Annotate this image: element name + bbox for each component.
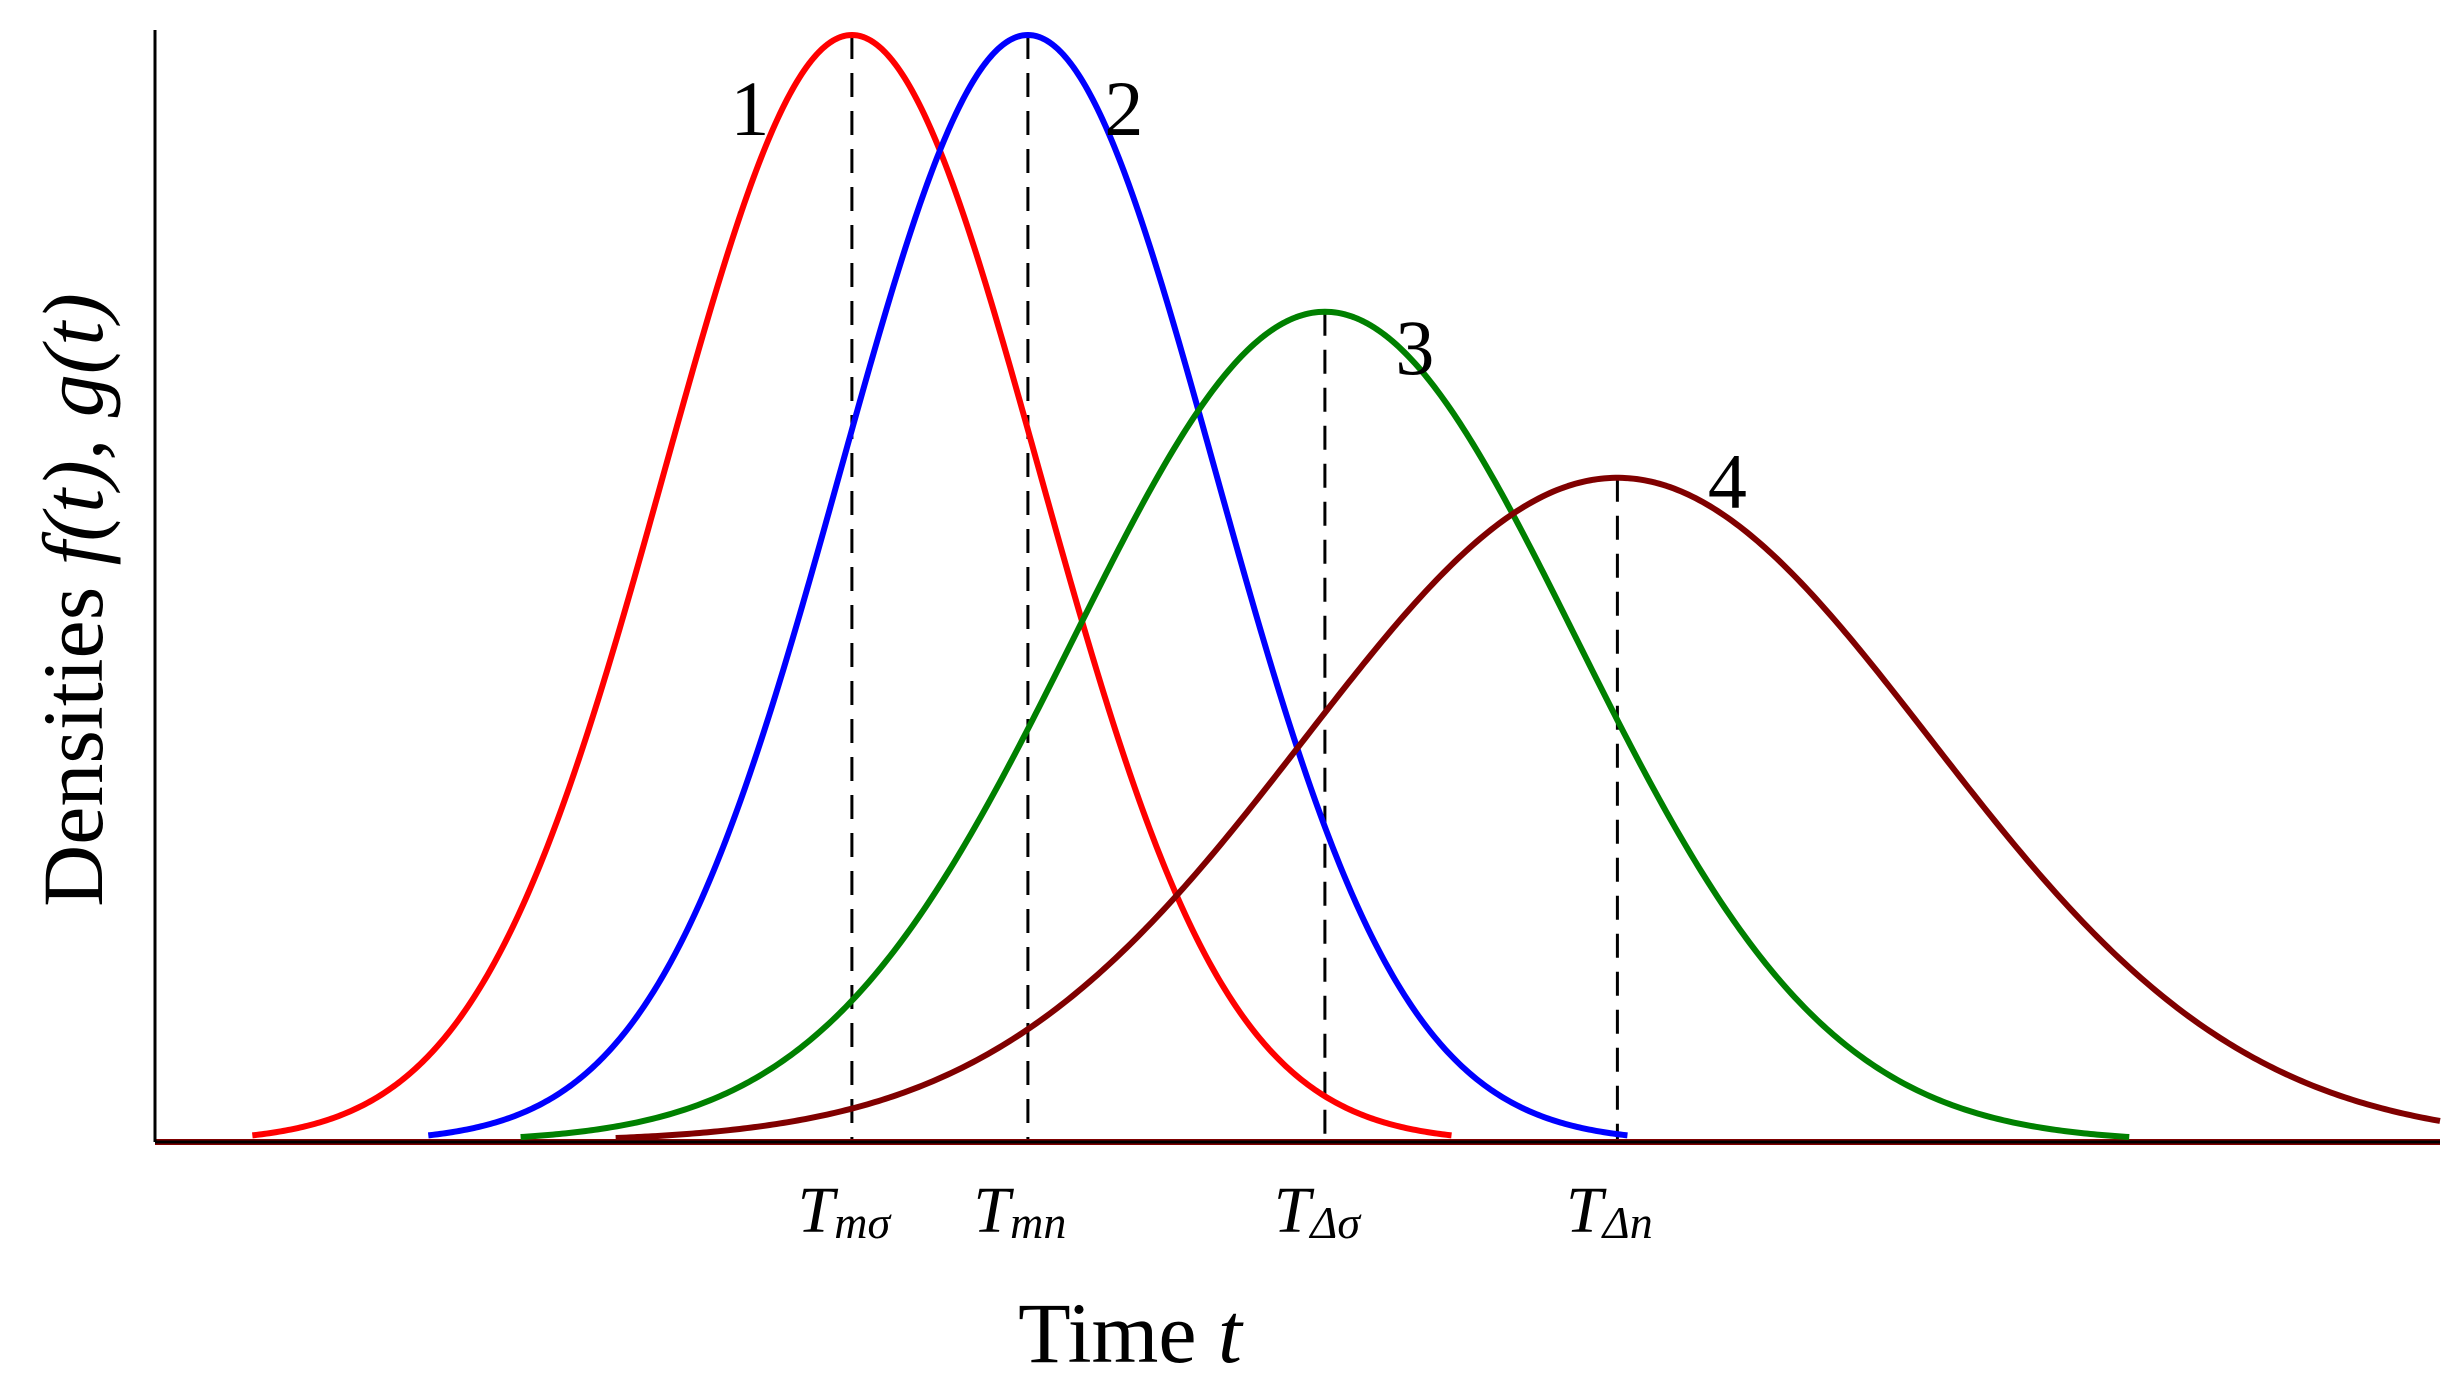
marker-tick-sub: mσ xyxy=(834,1197,892,1248)
marker-lines xyxy=(850,35,1619,1142)
x-axis-label: Time t xyxy=(1018,1285,1244,1381)
marker-tick-label-3: TΔσ xyxy=(1274,1174,1363,1248)
y-axis-label-prefix: Densities xyxy=(25,587,121,907)
curve-label-4: 4 xyxy=(1708,438,1747,525)
marker-tick-sub: mn xyxy=(1010,1197,1066,1248)
marker-tick-main: T xyxy=(1274,1174,1315,1247)
marker-tick-main: T xyxy=(1566,1174,1607,1247)
density-curve-4 xyxy=(615,474,2441,1142)
x-axis-label-prefix: Time xyxy=(1018,1285,1196,1381)
marker-tick-label-1: Tmσ xyxy=(798,1174,893,1248)
marker-tick-labels: Tmσ Tmn TΔσ TΔn xyxy=(798,1174,1653,1248)
y-axis-label-math: f(t), g(t) xyxy=(25,293,121,565)
marker-tick-main: T xyxy=(798,1174,839,1247)
x-axis-label-var: t xyxy=(1218,1285,1244,1381)
density-curve-3 xyxy=(520,308,2130,1141)
density-curve-2 xyxy=(427,32,1629,1139)
marker-tick-label-2: Tmn xyxy=(973,1174,1066,1248)
curve-labels: 1 2 3 4 xyxy=(730,65,1747,525)
marker-tick-sub: Δn xyxy=(1601,1197,1653,1248)
curve-label-3: 3 xyxy=(1395,304,1434,391)
density-curve-1 xyxy=(251,32,1453,1139)
curve-label-1: 1 xyxy=(730,65,769,152)
y-axis-label: Densities f(t), g(t) xyxy=(25,293,121,907)
axes xyxy=(153,30,2440,1144)
marker-tick-main: T xyxy=(973,1174,1014,1247)
marker-tick-sub: Δσ xyxy=(1308,1197,1362,1248)
density-curves xyxy=(155,32,2441,1145)
curve-label-2: 2 xyxy=(1104,65,1143,152)
marker-tick-label-4: TΔn xyxy=(1566,1174,1653,1248)
